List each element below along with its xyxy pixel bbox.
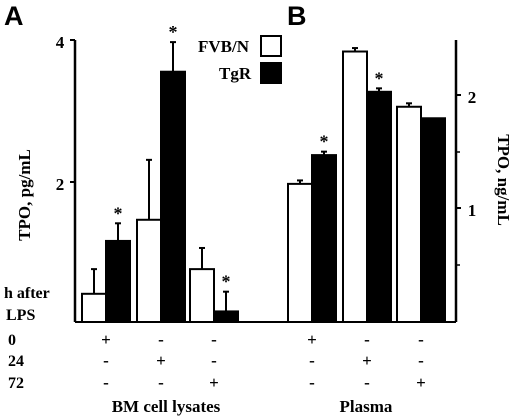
significance-star: * (320, 132, 329, 152)
significance-star: * (169, 22, 178, 42)
panel-b-bar-tgr-0 (311, 154, 337, 323)
condition-label-24: 24 (8, 353, 24, 370)
condition-mark: - (309, 351, 315, 370)
panel-b-y-axis-title: TPO, ng/mL (494, 134, 513, 226)
condition-mark: - (309, 373, 315, 392)
panel-b-bar-tgr-1 (366, 90, 392, 324)
panel-a-tick-label-4: 4 (56, 33, 65, 52)
condition-label-0: 0 (8, 332, 16, 349)
panel-b-tick-label-2: 2 (468, 88, 477, 107)
legend: FVB/N TgR (198, 35, 282, 84)
condition-mark: - (364, 373, 370, 392)
panel-b-bar-fvbn-1 (342, 50, 368, 324)
panel-a-bar-fvbn-2 (189, 268, 215, 323)
panel-a-tick-label-2: 2 (56, 175, 65, 194)
panel-b-group-label: Plasma (340, 397, 393, 416)
legend-label-fvbn: FVB/N (198, 37, 250, 56)
condition-mark: + (362, 351, 372, 370)
condition-mark: - (418, 330, 424, 349)
bars-layer: * * * * * (81, 22, 446, 324)
panel-b-letter: B (287, 1, 307, 31)
significance-star: * (114, 203, 123, 223)
significance-star: * (375, 68, 384, 88)
condition-marks: + - - - + - - - + + - - - + - - - + (101, 330, 426, 392)
panel-a-bar-fvbn-1 (136, 218, 162, 323)
panel-b-bar-tgr-2 (420, 117, 446, 323)
condition-mark: + (101, 330, 111, 349)
panel-a-bar-tgr-0 (105, 239, 131, 323)
panel-b-bar-fvbn-0 (287, 182, 313, 323)
conditions-header-line1: h after (4, 285, 50, 302)
condition-mark: - (158, 330, 164, 349)
conditions-header-line2: LPS (6, 307, 35, 324)
panel-a-group-label: BM cell lysates (112, 397, 221, 416)
panel-a-letter: A (4, 1, 24, 31)
legend-swatch-fvbn (260, 35, 282, 57)
panel-a-bar-tgr-1 (160, 70, 186, 323)
panel-b-bar-fvbn-2 (396, 105, 422, 323)
condition-mark: - (364, 330, 370, 349)
condition-mark: - (211, 351, 217, 370)
condition-mark: + (416, 373, 426, 392)
panel-b-y-axis: 2 1 (454, 40, 477, 322)
condition-mark: + (209, 373, 219, 392)
condition-mark: - (211, 330, 217, 349)
condition-mark: - (103, 373, 109, 392)
legend-swatch-tgr (260, 62, 282, 84)
condition-label-72: 72 (8, 375, 24, 392)
condition-mark: - (103, 351, 109, 370)
condition-mark: + (156, 351, 166, 370)
conditions-table: h after LPS 0 24 72 + - - - + - - - + + - - - + - - - + (4, 285, 426, 392)
panel-a-y-axis: 4 2 (56, 33, 77, 322)
panel-b-tick-label-1: 1 (468, 201, 477, 220)
panel-a-bar-fvbn-0 (81, 292, 107, 323)
legend-label-tgr: TgR (219, 64, 252, 83)
panel-a-y-axis-title: TPO, pg/mL (15, 149, 34, 241)
panel-a-bar-tgr-2 (213, 310, 239, 323)
condition-mark: - (158, 373, 164, 392)
significance-star: * (222, 272, 231, 292)
condition-mark: + (307, 330, 317, 349)
condition-mark: - (418, 351, 424, 370)
